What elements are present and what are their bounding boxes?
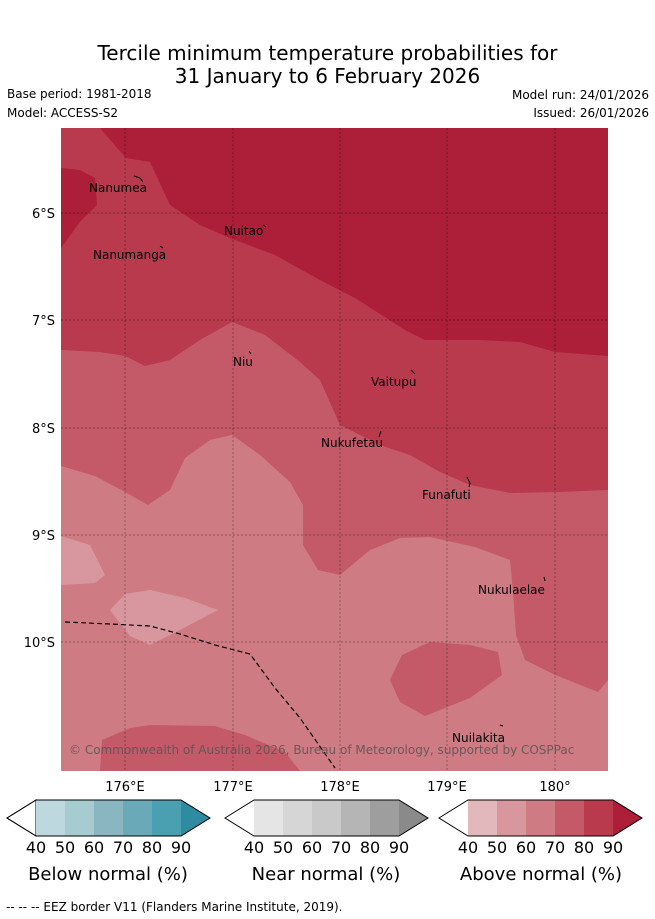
- lon-tick-177e: 177°E: [213, 780, 253, 795]
- cb0-seg: [65, 800, 94, 836]
- model-name: Model: ACCESS-S2: [7, 106, 119, 120]
- island-nuitao: Nuitao: [224, 224, 263, 238]
- island-outlines: [133, 175, 546, 727]
- island-nukulaelae: Nukulaelae: [478, 583, 545, 597]
- lat-tick-10s: 10°S: [24, 636, 55, 651]
- lat-tick-9s: 9°S: [32, 529, 55, 544]
- cb0-seg: [123, 800, 152, 836]
- cb1-seg: [283, 800, 312, 836]
- lon-tick-179e: 179°E: [427, 780, 467, 795]
- cb0-tick: 50: [55, 838, 75, 857]
- cb1-seg: [254, 800, 283, 836]
- cb0-tick: 90: [171, 838, 191, 857]
- cb2-seg: [555, 800, 584, 836]
- cb1-tick: 50: [273, 838, 293, 857]
- lon-tick-180: 180°: [539, 780, 570, 795]
- cb0-arrow: [181, 800, 210, 836]
- cb0-tick: 60: [84, 838, 104, 857]
- cb2-label: Above normal (%): [460, 864, 622, 885]
- cb1-tick: 60: [302, 838, 322, 857]
- copyright-note: © Commonwealth of Australia 2026, Bureau…: [69, 743, 574, 757]
- model-run: Model run: 24/01/2026: [511, 88, 649, 102]
- cb1-seg: [370, 800, 399, 836]
- cb0-tick: 40: [26, 838, 46, 857]
- cb0-tick: 80: [142, 838, 162, 857]
- eez-border-note: -- -- -- EEZ border V11 (Flanders Marine…: [6, 900, 343, 914]
- colorbar-near-normal: 40 50 60 70 80 90 Near normal (%): [224, 799, 429, 885]
- base-period: Base period: 1981-2018: [7, 87, 152, 101]
- cb2-tick: 60: [516, 838, 536, 857]
- island-nanumanga: Nanumanga: [93, 248, 166, 262]
- probability-shading: [61, 128, 608, 771]
- cb2-seg: [468, 800, 497, 836]
- cb2-tick: 40: [458, 838, 478, 857]
- lon-tick-178e: 178°E: [320, 780, 360, 795]
- cb1-arrow: [399, 800, 428, 836]
- lat-tick-6s: 6°S: [32, 207, 55, 222]
- lon-tick-176e: 176°E: [105, 780, 145, 795]
- cb1-seg: [312, 800, 341, 836]
- lat-tick-8s: 8°S: [32, 422, 55, 437]
- cb0-label: Below normal (%): [28, 864, 188, 885]
- eez-border: [64, 621, 336, 769]
- cb1-tick: 80: [360, 838, 380, 857]
- map-grid: [61, 128, 608, 771]
- cb0-seg: [152, 800, 181, 836]
- colorbar-above-normal: 40 50 60 70 80 90 Above normal (%): [438, 799, 643, 885]
- cb2-tick: 90: [603, 838, 623, 857]
- cb0-tick: 70: [113, 838, 133, 857]
- island-nanumea: Nanumea: [89, 181, 147, 195]
- chart-title: Tercile minimum temperature probabilitie…: [97, 41, 558, 65]
- island-nukufetau: Nukufetau: [321, 436, 383, 450]
- cb1-seg: [341, 800, 370, 836]
- cb0-seg: [36, 800, 65, 836]
- cb1-label: Near normal (%): [252, 864, 401, 885]
- cb2-seg: [497, 800, 526, 836]
- cb2-tick: 50: [487, 838, 507, 857]
- island-niu: Niu: [233, 355, 253, 369]
- cb0-seg: [94, 800, 123, 836]
- island-nuilakita: Nuilakita: [452, 731, 505, 745]
- cb2-arrow: [613, 800, 642, 836]
- cb1-tick: 70: [331, 838, 351, 857]
- island-funafuti: Funafuti: [422, 488, 471, 502]
- cb2-seg: [584, 800, 613, 836]
- colorbar-below-normal: 40 50 60 70 80 90 Below normal (%): [6, 799, 211, 885]
- chart-subtitle: 31 January to 6 February 2026: [174, 64, 481, 88]
- cb1-tick: 40: [244, 838, 264, 857]
- cb2-seg: [526, 800, 555, 836]
- island-vaitupu: Vaitupu: [371, 375, 417, 389]
- lat-tick-7s: 7°S: [32, 314, 55, 329]
- issued-date: Issued: 26/01/2026: [533, 106, 649, 120]
- cb2-tick: 80: [574, 838, 594, 857]
- cb2-tick: 70: [545, 838, 565, 857]
- cb1-tick: 90: [389, 838, 409, 857]
